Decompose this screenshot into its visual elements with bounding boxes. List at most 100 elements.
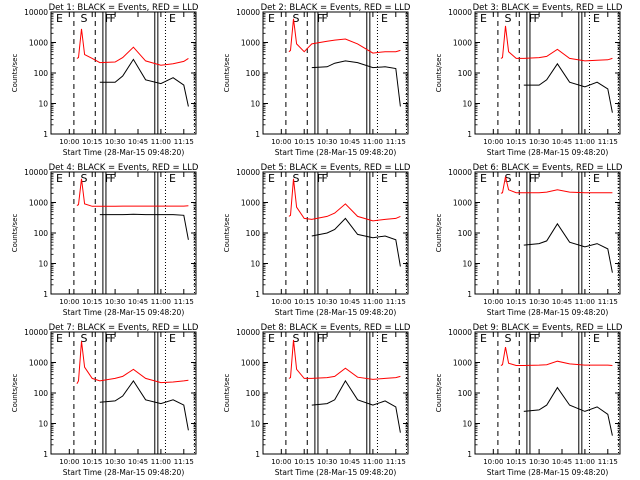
panel-title: Det 4: BLACK = Events, RED = LLD bbox=[49, 163, 199, 173]
panel-det-6: Det 6: BLACK = Events, RED = LLD Counts/s… bbox=[435, 163, 623, 317]
y-tick-label: 1 bbox=[255, 290, 260, 299]
y-tick-label: 10000 bbox=[448, 168, 472, 177]
x-tick-label: 10:30 bbox=[529, 298, 549, 306]
event-letter: E bbox=[480, 172, 487, 185]
x-tick-label: 10:45 bbox=[340, 138, 360, 146]
y-tick-label: 1 bbox=[255, 130, 260, 139]
event-letter: S bbox=[80, 172, 87, 185]
x-tick-label: 10:15 bbox=[82, 458, 102, 466]
y-tick-label: 1000 bbox=[29, 39, 48, 48]
x-tick-label: 10:00 bbox=[483, 458, 503, 466]
y-axis-label: Counts/sec bbox=[435, 54, 443, 93]
x-tick-label: 10:15 bbox=[82, 138, 102, 146]
y-tick-label: 1 bbox=[43, 450, 48, 459]
series-line-lld bbox=[76, 178, 189, 207]
series-line-lld bbox=[288, 339, 401, 380]
panel-det-7: Det 7: BLACK = Events, RED = LLD Counts/s… bbox=[11, 323, 199, 477]
series-line-lld bbox=[76, 341, 189, 385]
y-tick-label: 100 bbox=[246, 389, 261, 398]
panel-title: Det 3: BLACK = Events, RED = LLD bbox=[473, 3, 623, 13]
event-letter: E bbox=[56, 172, 63, 185]
y-tick-label: 1000 bbox=[241, 199, 260, 208]
event-letter: E bbox=[56, 332, 63, 345]
plot-frame bbox=[262, 11, 409, 135]
x-tick-label: 10:15 bbox=[506, 458, 526, 466]
panel-det-4: Det 4: BLACK = Events, RED = LLD Counts/s… bbox=[11, 163, 199, 317]
x-tick-label: 10:15 bbox=[294, 458, 314, 466]
event-letter: F bbox=[321, 12, 327, 25]
event-letter: S bbox=[292, 172, 299, 185]
event-letter: E bbox=[593, 12, 600, 25]
y-tick-label: 10000 bbox=[448, 328, 472, 337]
panel-det-1: Det 1: BLACK = Events, RED = LLD Counts/s… bbox=[11, 3, 199, 157]
y-tick-label: 10000 bbox=[24, 328, 48, 337]
plot-frame bbox=[262, 171, 409, 295]
plot-frame bbox=[474, 331, 621, 455]
event-letter: F bbox=[105, 12, 111, 25]
x-tick-label: 10:00 bbox=[483, 298, 503, 306]
event-letter: E bbox=[56, 12, 63, 25]
panel-det-3: Det 3: BLACK = Events, RED = LLD Counts/s… bbox=[435, 3, 623, 157]
event-letter: S bbox=[80, 332, 87, 345]
x-tick-label: 10:00 bbox=[59, 138, 79, 146]
series-line-events bbox=[99, 213, 189, 240]
x-tick-label: 10:15 bbox=[506, 298, 526, 306]
panel-det-2: Det 2: BLACK = Events, RED = LLD Counts/s… bbox=[223, 3, 411, 157]
x-tick-label: 11:00 bbox=[151, 458, 171, 466]
y-tick-label: 10000 bbox=[24, 8, 48, 17]
event-letter: E bbox=[381, 332, 388, 345]
y-tick-label: 1000 bbox=[453, 199, 472, 208]
x-tick-label: 10:45 bbox=[128, 458, 148, 466]
panel-title: Det 1: BLACK = Events, RED = LLD bbox=[49, 3, 199, 13]
event-letter: F bbox=[109, 12, 115, 25]
x-tick-label: 10:00 bbox=[483, 138, 503, 146]
x-axis-label: Start Time (28-Mar-15 09:48:20) bbox=[275, 148, 397, 157]
y-axis-label: Counts/sec bbox=[435, 214, 443, 253]
event-letter: F bbox=[109, 172, 115, 185]
event-letter: S bbox=[80, 12, 87, 25]
y-tick-label: 10 bbox=[250, 420, 260, 429]
event-letter: E bbox=[593, 332, 600, 345]
series-line-lld bbox=[500, 347, 613, 366]
x-axis-label: Start Time (28-Mar-15 09:48:20) bbox=[63, 308, 185, 317]
y-tick-label: 1 bbox=[467, 130, 472, 139]
event-letter: F bbox=[109, 332, 115, 345]
series-line-events bbox=[523, 62, 613, 113]
x-tick-label: 11:00 bbox=[575, 298, 595, 306]
event-letter: E bbox=[480, 12, 487, 25]
event-letter: E bbox=[268, 12, 275, 25]
y-tick-label: 10000 bbox=[448, 8, 472, 17]
y-tick-label: 100 bbox=[34, 389, 49, 398]
x-tick-label: 10:00 bbox=[59, 458, 79, 466]
x-tick-label: 11:15 bbox=[174, 298, 194, 306]
y-tick-label: 100 bbox=[458, 229, 473, 238]
event-letter: S bbox=[504, 12, 511, 25]
y-axis-label: Counts/sec bbox=[11, 54, 19, 93]
event-letter: F bbox=[105, 332, 111, 345]
event-letter: F bbox=[529, 12, 535, 25]
series-line-events bbox=[99, 58, 189, 107]
y-axis-label: Counts/sec bbox=[11, 214, 19, 253]
event-letter: E bbox=[480, 332, 487, 345]
x-tick-label: 10:00 bbox=[271, 138, 291, 146]
event-letter: S bbox=[504, 332, 511, 345]
y-tick-label: 1000 bbox=[29, 199, 48, 208]
y-tick-label: 10000 bbox=[236, 168, 260, 177]
x-tick-label: 10:15 bbox=[294, 298, 314, 306]
x-tick-label: 11:00 bbox=[363, 458, 383, 466]
y-tick-label: 10 bbox=[462, 260, 472, 269]
x-axis-label: Start Time (28-Mar-15 09:48:20) bbox=[487, 468, 609, 477]
series-line-events bbox=[311, 60, 401, 107]
event-letter: F bbox=[317, 332, 323, 345]
panel-det-8: Det 8: BLACK = Events, RED = LLD Counts/s… bbox=[223, 323, 411, 477]
x-tick-label: 11:15 bbox=[386, 138, 406, 146]
series-line-events bbox=[523, 222, 613, 273]
y-axis-label: Counts/sec bbox=[11, 374, 19, 413]
series-line-lld bbox=[500, 176, 613, 194]
x-tick-label: 10:30 bbox=[317, 138, 337, 146]
panel-title: Det 2: BLACK = Events, RED = LLD bbox=[261, 3, 411, 13]
panel-det-5: Det 5: BLACK = Events, RED = LLD Counts/s… bbox=[223, 163, 411, 317]
event-letter: F bbox=[321, 332, 327, 345]
y-tick-label: 1000 bbox=[29, 359, 48, 368]
